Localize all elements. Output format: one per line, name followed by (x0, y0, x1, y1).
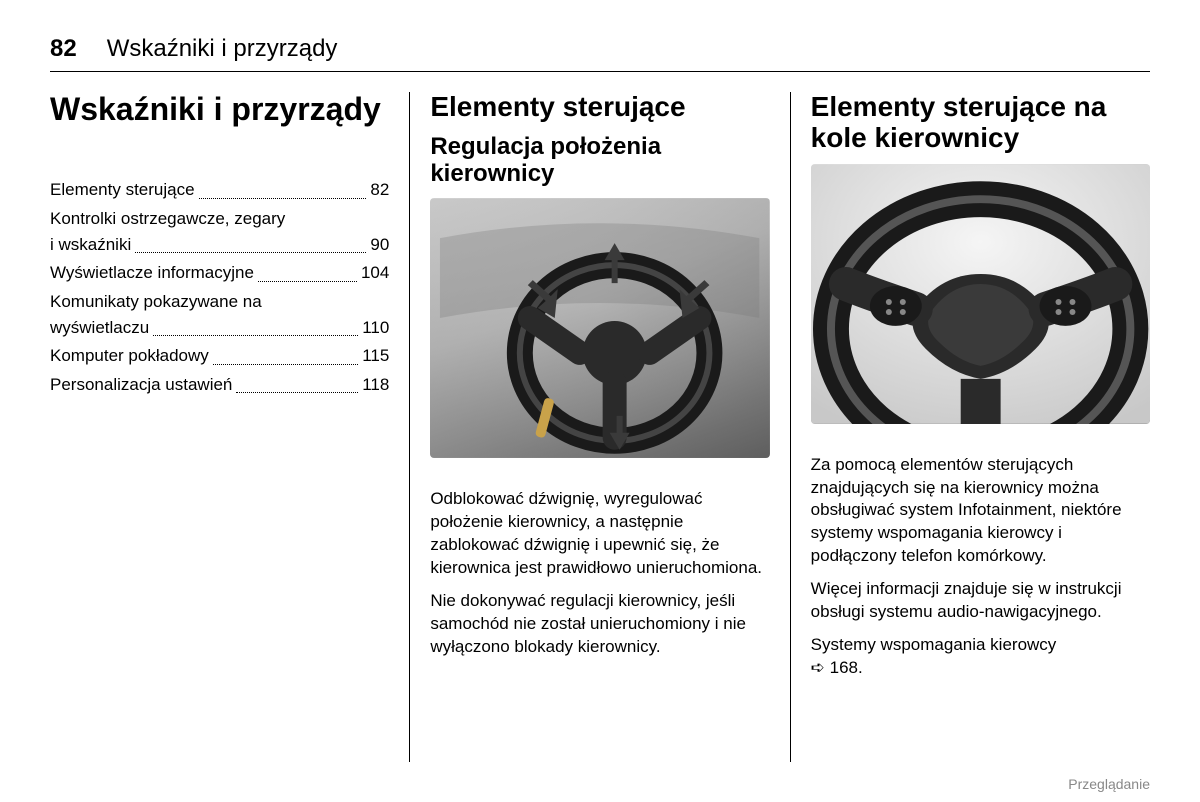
content-columns: Wskaźniki i przyrządy Elementy sterujące… (50, 92, 1150, 762)
toc-label: Wyświetlacze informacyjne (50, 260, 254, 286)
paragraph: Nie dokonywać regulacji kierownicy, jeśl… (430, 590, 769, 659)
toc-label-line2: wyświetlaczu (50, 315, 149, 341)
toc-page: 110 (362, 315, 389, 341)
chapter-title: Wskaźniki i przyrządy (107, 35, 338, 63)
table-of-contents: Elementy sterujące 82 Kontrolki ostrzega… (50, 177, 389, 398)
toc-dots (213, 364, 358, 365)
paragraph: Systemy wspomagania kierowcy ➪ 168. (811, 634, 1150, 680)
column-3: Elementy sterujące na kole kierownicy (791, 92, 1150, 762)
footer-text: Przeglądanie (1068, 776, 1150, 792)
toc-label: Komputer pokładowy (50, 343, 209, 369)
xref-arrow-icon: ➪ (811, 658, 830, 677)
header-rule (50, 71, 1150, 72)
toc-label-line2: i wskaźniki (50, 232, 131, 258)
column-2: Elementy sterujące Regulacja położenia k… (410, 92, 789, 762)
paragraph: Odblokować dźwignię, wyregulować położen… (430, 488, 769, 580)
toc-dots (135, 252, 366, 253)
section-title: Elementy sterujące na kole kierownicy (811, 92, 1150, 154)
toc-label: Elementy sterujące (50, 177, 195, 203)
toc-page: 118 (362, 372, 389, 398)
toc-dots (153, 335, 358, 336)
toc-page: 82 (370, 177, 389, 203)
toc-page: 104 (361, 260, 389, 286)
toc-item: Elementy sterujące 82 (50, 177, 389, 203)
toc-dots (236, 392, 358, 393)
toc-item: Wyświetlacze informacyjne 104 (50, 260, 389, 286)
column-1: Wskaźniki i przyrządy Elementy sterujące… (50, 92, 409, 762)
toc-page: 90 (370, 232, 389, 258)
toc-item: Kontrolki ostrzegawcze, zegary i wskaźni… (50, 206, 389, 259)
paragraph: Więcej informacji znajduje się w instruk… (811, 578, 1150, 624)
steering-adjustment-figure (430, 198, 769, 458)
main-title: Wskaźniki i przyrządy (50, 92, 389, 127)
toc-label-line1: Kontrolki ostrzegawcze, zegary (50, 206, 389, 232)
page-number: 82 (50, 35, 77, 63)
page-header: 82 Wskaźniki i przyrządy (50, 35, 1150, 63)
xref-page: 168. (830, 658, 863, 677)
toc-item: Komunikaty pokazywane na wyświetlaczu 11… (50, 289, 389, 342)
toc-label: Personalizacja ustawień (50, 372, 232, 398)
steering-controls-figure (811, 164, 1150, 424)
toc-item: Personalizacja ustawień 118 (50, 372, 389, 398)
toc-label-line1: Komunikaty pokazywane na (50, 289, 389, 315)
toc-item: Komputer pokładowy 115 (50, 343, 389, 369)
section-title: Elementy sterujące (430, 92, 769, 123)
xref-text: Systemy wspomagania kierowcy (811, 635, 1057, 654)
toc-page: 115 (362, 343, 389, 369)
toc-dots (258, 281, 357, 282)
subsection-title: Regulacja położenia kierownicy (430, 133, 769, 188)
paragraph: Za pomocą elementów sterujących znajdują… (811, 454, 1150, 569)
toc-dots (199, 198, 367, 199)
